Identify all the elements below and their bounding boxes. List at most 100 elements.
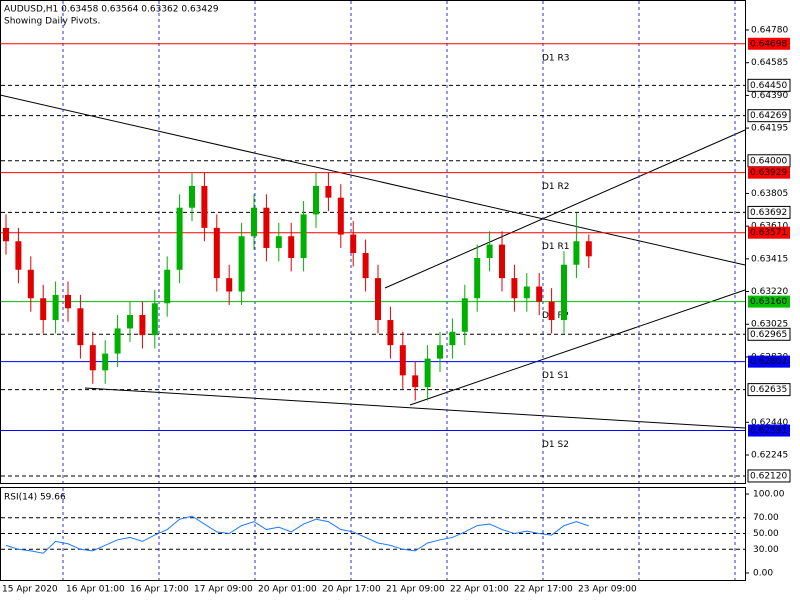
candle-body [449,331,456,346]
x-tick-label: 23 Apr 09:00 [578,585,637,595]
level-box [747,109,791,123]
x-tick-label: 16 Apr 01:00 [66,585,125,595]
rsi-line [5,515,589,554]
y-tick-label: 0.64195 [751,124,788,134]
x-tick-label: 17 Apr 09:00 [194,585,253,595]
pivot-name: D1 S1 [542,371,569,381]
candle-body [226,278,233,292]
candle-body [15,241,22,270]
candle-body [387,320,394,346]
candle-body [437,345,443,359]
x-tick-label: 16 Apr 17:00 [130,585,189,595]
pivot-box [748,355,790,368]
pivot-label: 0.63571 [750,228,787,238]
candle-body [325,185,332,198]
level-label: 0.64269 [750,111,787,121]
rsi-tick-label: 30.00 [753,545,779,555]
x-tick-label: 21 Apr 09:00 [386,585,445,595]
rsi-tick-label: 0.00 [753,568,773,578]
candle-body [375,278,381,321]
level-label: 0.62635 [750,385,787,395]
candle-body [102,353,109,371]
candle-body [77,308,84,346]
candle-body [561,264,567,321]
trendline [0,94,746,266]
chart-title: AUDUSD,H1 0.63458 0.63564 0.63362 0.6342… [4,5,219,15]
x-tick-label: 22 Apr 01:00 [450,585,509,595]
pivot-label: 0.64698 [750,39,787,49]
level-box [747,327,791,341]
level-box [747,383,791,397]
candle-body [573,241,580,265]
candle-body [263,207,270,248]
level-label: 0.64000 [750,156,787,166]
candle-body [511,278,518,299]
candle-body [251,207,257,237]
rsi-tick-label: 70.00 [753,513,779,523]
pivot-label: 0.62802 [750,357,787,367]
level-box [747,78,791,92]
pivot-label: 0.62391 [750,426,787,436]
level-label: 0.63692 [750,208,787,218]
chart-subtitle: Showing Daily Pivots. [4,17,100,27]
y-tick-label: 0.63415 [751,254,788,264]
pivot-name: D1 R2 [542,182,570,192]
level-box [747,469,791,483]
pivot-box [748,226,790,239]
pivot-name: D1 R3 [542,53,570,63]
candle-body [523,286,530,299]
rsi-tick-label: 50.00 [753,529,779,539]
main-frame [0,0,746,484]
candle-body [461,298,468,332]
candle-body [536,286,543,302]
y-tick-label: 0.63610 [751,222,788,232]
y-tick-label: 0.63220 [751,287,788,297]
rsi-tick-label: 100.00 [753,490,785,500]
level-label: 0.64450 [750,81,787,91]
x-tick-label: 15 Apr 2020 [2,585,58,595]
level-label: 0.62965 [750,330,787,340]
y-tick-label: 0.63025 [751,320,788,330]
candle-body [300,214,307,259]
candle-body [40,298,47,321]
pivot-box [748,37,790,50]
pivot-box [748,166,790,179]
pivot-label: 0.63160 [750,297,787,307]
x-tick-label: 22 Apr 17:00 [514,585,573,595]
y-tick-label: 0.64780 [751,26,788,36]
x-tick-label: 20 Apr 17:00 [322,585,381,595]
y-tick-label: 0.64390 [751,91,788,101]
candle-body [313,185,319,215]
candle-body [362,252,369,279]
candle-body [189,185,195,208]
candle-body [201,185,208,228]
y-tick-label: 0.62440 [751,418,788,428]
rsi-title: RSI(14) 59.66 [4,493,66,503]
pivot-name: D1 R1 [542,242,570,252]
candle-body [399,345,406,376]
pivot-label: 0.63929 [750,168,787,178]
candle-body [350,234,357,253]
candle-body [424,358,431,388]
candle-body [176,207,183,270]
level-box [747,205,791,219]
candle-body [486,244,493,259]
trendlines [0,94,746,429]
candle-body [288,236,295,259]
candle-body [499,244,505,279]
candle-body [548,301,555,321]
pivot-name: D1 S2 [542,440,569,450]
candle-body [89,345,96,371]
candle-body [151,303,158,336]
candle-body [65,294,71,309]
y-tick-label: 0.62245 [751,451,788,461]
candle-body [585,241,592,257]
trendline [384,129,746,289]
y-tick-label: 0.63805 [751,189,788,199]
y-tick-label: 0.64585 [751,58,788,68]
candle-body [275,236,282,248]
trendline [409,289,746,406]
pivot-box [748,424,790,437]
